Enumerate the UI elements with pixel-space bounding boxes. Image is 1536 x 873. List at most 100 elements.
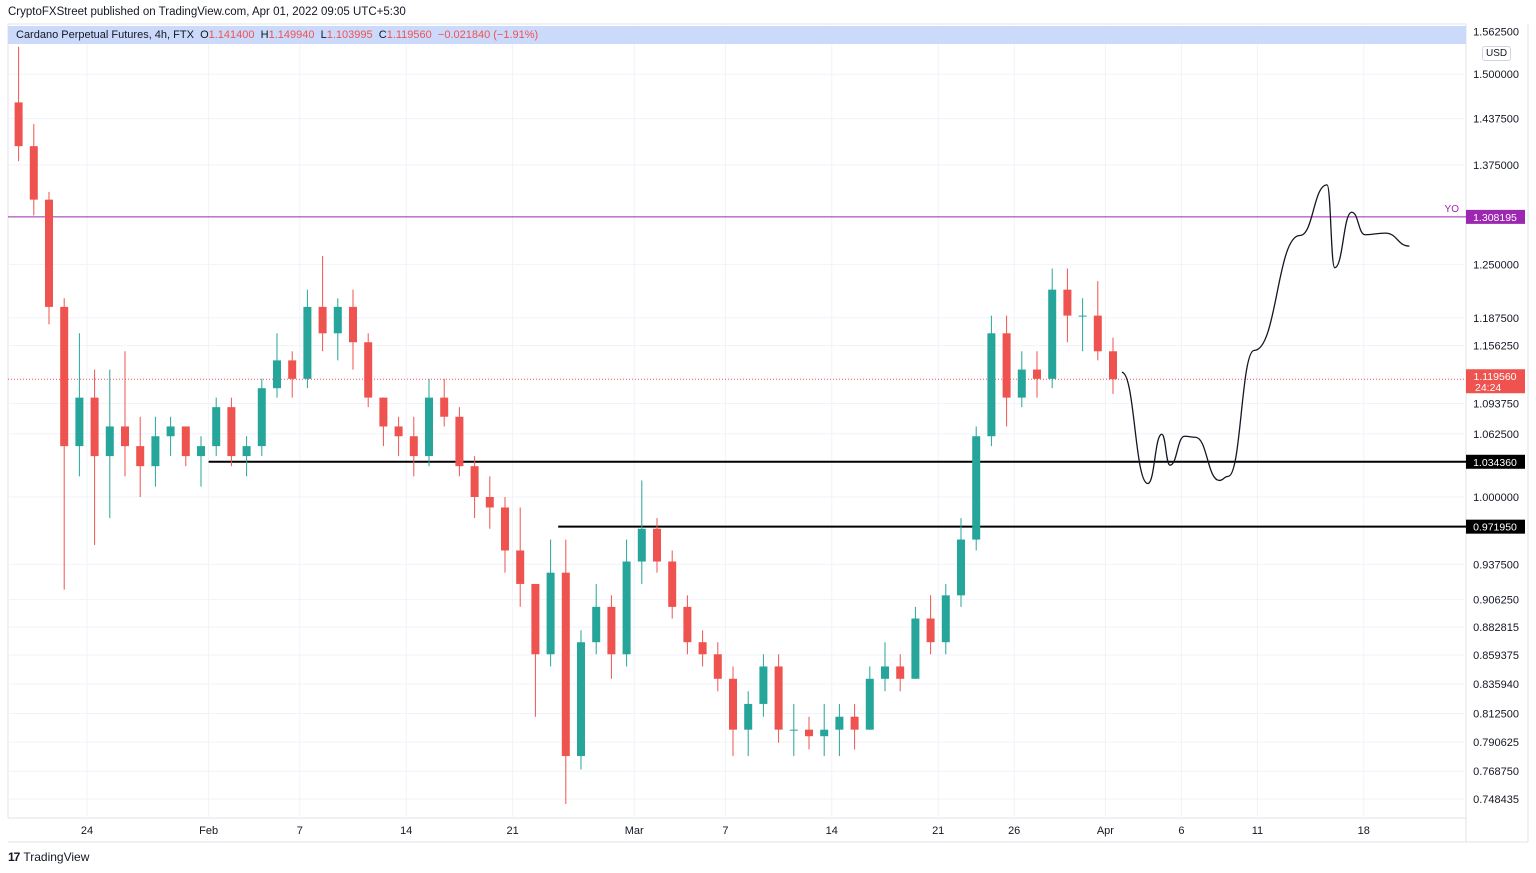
candle: [1093, 281, 1102, 361]
candle: [972, 426, 981, 551]
open-value: 1.141400: [208, 29, 255, 41]
y-tick-label: 0.768750: [1473, 766, 1519, 778]
candle-body: [941, 595, 950, 643]
candle: [501, 497, 509, 573]
currency-badge[interactable]: USD: [1482, 46, 1512, 61]
y-tick-label: 1.562500: [1473, 27, 1519, 39]
candle-body: [744, 703, 753, 730]
candle: [926, 595, 935, 655]
candle: [394, 416, 403, 457]
candle-body: [957, 539, 965, 596]
candle: [1048, 268, 1057, 389]
publisher-line: CryptoFXStreet published on TradingView.…: [8, 6, 406, 18]
x-tick-label: 21: [932, 825, 944, 837]
candle: [607, 595, 616, 679]
candle-body: [364, 342, 373, 398]
candle: [698, 630, 707, 667]
candle: [197, 436, 205, 487]
candle: [1078, 298, 1087, 352]
candle: [668, 550, 677, 619]
candle-body: [303, 306, 312, 379]
candle-body: [865, 678, 874, 730]
candle-body: [136, 446, 145, 467]
brand-name: TradingView: [23, 850, 90, 864]
price-level-badge: [1466, 454, 1525, 469]
candle: [1109, 337, 1117, 394]
candle: [212, 397, 221, 457]
candle-body: [333, 306, 342, 334]
x-tick-label: 7: [297, 825, 303, 837]
candle-body: [166, 426, 175, 437]
candle: [257, 378, 266, 457]
x-tick-label: Feb: [199, 825, 218, 837]
candle-body: [470, 466, 479, 497]
candle: [805, 716, 813, 750]
close-label: C: [378, 29, 387, 41]
candle: [121, 351, 129, 477]
price-level-badge-text: 1.034360: [1473, 457, 1517, 469]
y-tick-label: 0.748435: [1473, 794, 1519, 806]
candle: [774, 654, 783, 743]
y-tick-label: 0.812500: [1473, 709, 1519, 721]
candle: [440, 378, 449, 427]
candle: [75, 333, 84, 477]
candle: [1002, 315, 1011, 427]
candle: [485, 476, 494, 529]
y-tick-label: 1.062500: [1473, 429, 1519, 441]
candle-body: [1109, 351, 1117, 380]
candle: [227, 397, 236, 467]
candle-body: [181, 426, 190, 457]
candle: [881, 642, 889, 692]
candle: [577, 630, 585, 770]
candle: [683, 595, 692, 655]
candle: [865, 666, 874, 730]
y-tick-label: 1.500000: [1473, 69, 1519, 81]
candle: [957, 518, 965, 607]
candle-body: [698, 642, 707, 655]
candle-body: [105, 426, 114, 457]
candle-body: [653, 528, 661, 562]
candle: [531, 583, 540, 717]
x-tick-label: Mar: [625, 825, 644, 837]
candle: [713, 642, 722, 692]
candle-body: [668, 561, 677, 607]
candle-body: [805, 729, 813, 737]
close-value: 1.119560: [386, 29, 432, 41]
candle-body: [835, 716, 844, 730]
candle: [561, 539, 570, 804]
candle-body: [29, 146, 38, 200]
candle-body: [425, 397, 433, 457]
candle-body: [531, 583, 540, 655]
candle-body: [850, 716, 859, 730]
candle-body: [318, 306, 327, 334]
candle: [349, 289, 357, 370]
candle: [516, 507, 525, 607]
candle: [896, 654, 905, 692]
candle: [637, 480, 646, 584]
bar-countdown: 24:24: [1475, 382, 1501, 394]
candle: [90, 369, 99, 546]
candle-body: [394, 426, 403, 437]
candle-body: [592, 606, 601, 643]
y-tick-label: 1.156250: [1473, 341, 1519, 353]
candle-body: [257, 388, 266, 447]
candle: [166, 416, 175, 457]
candle: [333, 298, 342, 361]
candle-body: [820, 729, 829, 737]
yo-label: YO: [1445, 204, 1460, 215]
high-value: 1.149940: [268, 29, 315, 41]
candle-body: [227, 407, 236, 457]
candle-body: [896, 666, 905, 679]
candle: [759, 654, 768, 717]
y-tick-label: 1.437500: [1473, 114, 1519, 126]
candle-body: [90, 397, 99, 457]
y-tick-label: 0.937500: [1473, 559, 1519, 571]
candle: [409, 416, 418, 477]
price-level-badge: [1466, 519, 1525, 534]
candle-body: [197, 446, 205, 457]
candle-body: [1063, 289, 1072, 316]
candle-body: [501, 507, 509, 551]
candle: [425, 378, 433, 467]
candle: [242, 436, 251, 477]
